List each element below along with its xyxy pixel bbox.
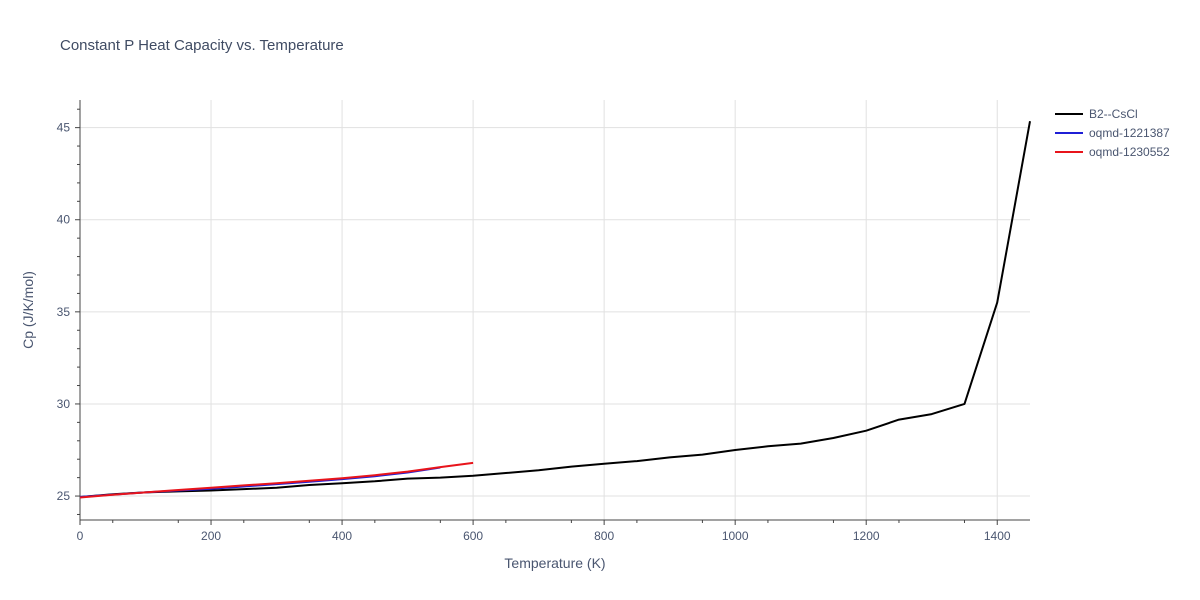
tick-labels: 0 200 400 600 800 1000 1200 1400 25 30 35 40 45 <box>57 121 1011 543</box>
x-tick-label: 1400 <box>984 529 1011 543</box>
y-tick-label: 40 <box>57 213 71 227</box>
x-tick-label: 400 <box>332 529 352 543</box>
series-line-B2--CsCl <box>79 121 1031 498</box>
x-tick-label: 0 <box>77 529 84 543</box>
x-tick-label: 800 <box>594 529 614 543</box>
data-series <box>79 121 1031 499</box>
legend: B2--CsCl oqmd-1221387 oqmd-1230552 <box>1055 107 1170 159</box>
legend-label: oqmd-1230552 <box>1089 145 1170 159</box>
x-tick-label: 600 <box>463 529 483 543</box>
y-tick-label: 35 <box>57 305 71 319</box>
legend-label: B2--CsCl <box>1089 107 1138 121</box>
y-tick-label: 30 <box>57 397 71 411</box>
x-axis-title: Temperature (K) <box>504 555 605 571</box>
y-tick-label: 45 <box>57 121 71 135</box>
axes <box>75 100 1030 525</box>
y-axis-title: Cp (J/K/mol) <box>20 271 36 349</box>
y-tick-label: 25 <box>57 489 71 503</box>
legend-label: oqmd-1221387 <box>1089 126 1170 140</box>
x-tick-label: 1000 <box>722 529 749 543</box>
chart-title: Constant P Heat Capacity vs. Temperature <box>60 37 344 54</box>
x-tick-label: 200 <box>201 529 221 543</box>
grid-lines <box>80 100 1030 520</box>
x-tick-label: 1200 <box>853 529 880 543</box>
series-line-oqmd-1230552 <box>79 461 474 499</box>
